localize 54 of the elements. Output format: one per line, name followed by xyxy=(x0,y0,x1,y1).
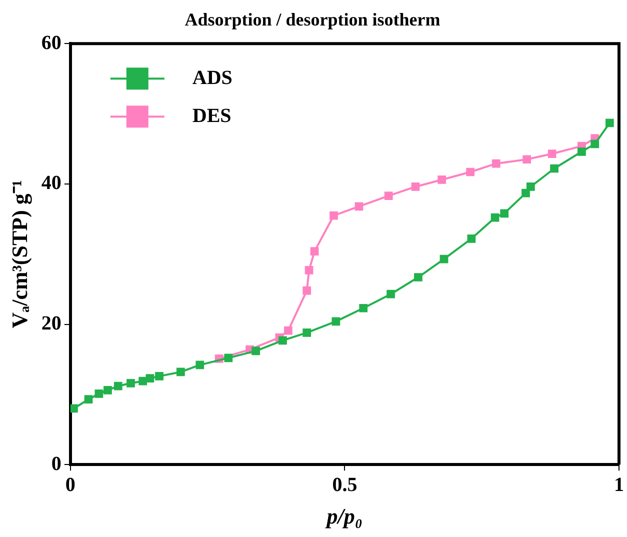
legend-label: ADS xyxy=(192,66,232,89)
legend-label: DES xyxy=(192,104,232,127)
y-tick-label: 20 xyxy=(41,312,62,334)
point xyxy=(155,372,164,380)
point xyxy=(252,346,260,356)
x-tick-label: 0.5 xyxy=(332,474,358,496)
point xyxy=(302,286,312,295)
y-tick-label: 60 xyxy=(41,32,62,54)
x-tick-label: 1 xyxy=(614,474,624,496)
point xyxy=(146,374,154,382)
point xyxy=(354,202,364,211)
point xyxy=(196,360,204,370)
point xyxy=(414,273,422,282)
point xyxy=(522,188,530,198)
point xyxy=(438,176,446,184)
point xyxy=(176,368,185,376)
point xyxy=(224,354,233,362)
point xyxy=(84,395,93,404)
point xyxy=(114,382,122,390)
x-axis-title: p/p₀ xyxy=(324,503,363,528)
point xyxy=(310,247,319,256)
point xyxy=(466,168,475,176)
point xyxy=(359,304,368,312)
point xyxy=(284,326,292,335)
point xyxy=(330,211,338,220)
y-axis-title: Vₐ/cm³(STP) g⁻¹ xyxy=(6,180,32,328)
point xyxy=(126,379,135,388)
point xyxy=(94,390,104,398)
point xyxy=(526,182,535,191)
point xyxy=(138,376,147,386)
point xyxy=(490,213,500,222)
point xyxy=(278,336,287,345)
point xyxy=(605,118,614,128)
point xyxy=(304,266,314,274)
chart-title: Adsorption / desorption isotherm xyxy=(184,9,440,30)
point xyxy=(467,234,476,243)
point xyxy=(492,159,500,168)
point xyxy=(302,328,312,337)
point xyxy=(550,164,558,173)
point xyxy=(70,404,78,413)
point xyxy=(522,155,532,164)
point xyxy=(500,209,509,218)
point xyxy=(440,254,448,264)
y-tick-label: 40 xyxy=(41,172,62,194)
point xyxy=(104,386,112,394)
point xyxy=(578,147,586,156)
x-tick-label: 0 xyxy=(65,474,76,496)
point xyxy=(548,150,556,158)
point xyxy=(590,140,600,148)
point xyxy=(386,290,395,298)
y-tick-label: 0 xyxy=(51,452,62,475)
point xyxy=(332,317,340,326)
point xyxy=(411,182,420,191)
point xyxy=(384,192,393,200)
